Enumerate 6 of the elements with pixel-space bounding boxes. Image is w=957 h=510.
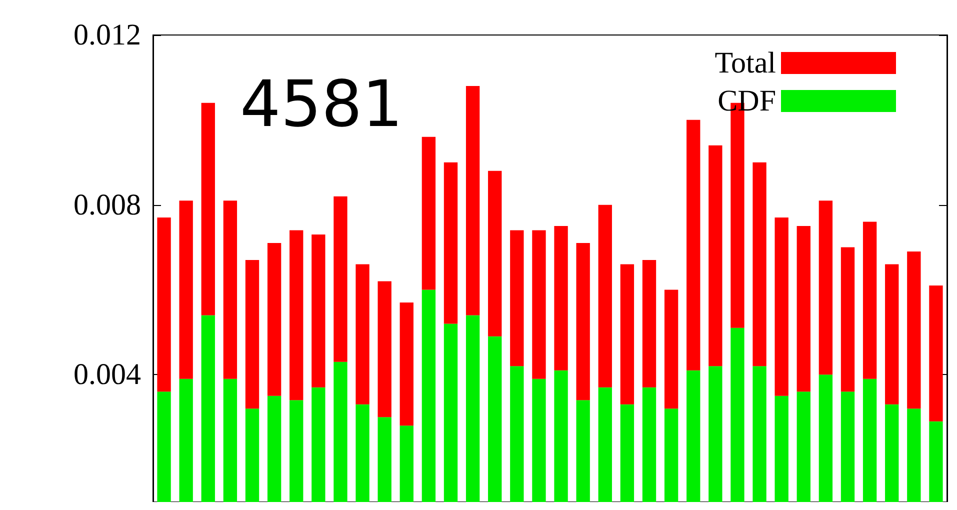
y-tick-label: 0.004 — [74, 358, 141, 392]
annotation: 4581 — [240, 68, 403, 142]
legend-label: Total — [714, 46, 776, 80]
legend-label: CDF — [718, 84, 776, 118]
y-tick-label: 0.012 — [74, 18, 141, 52]
y-tick-label: 0.008 — [74, 188, 141, 222]
